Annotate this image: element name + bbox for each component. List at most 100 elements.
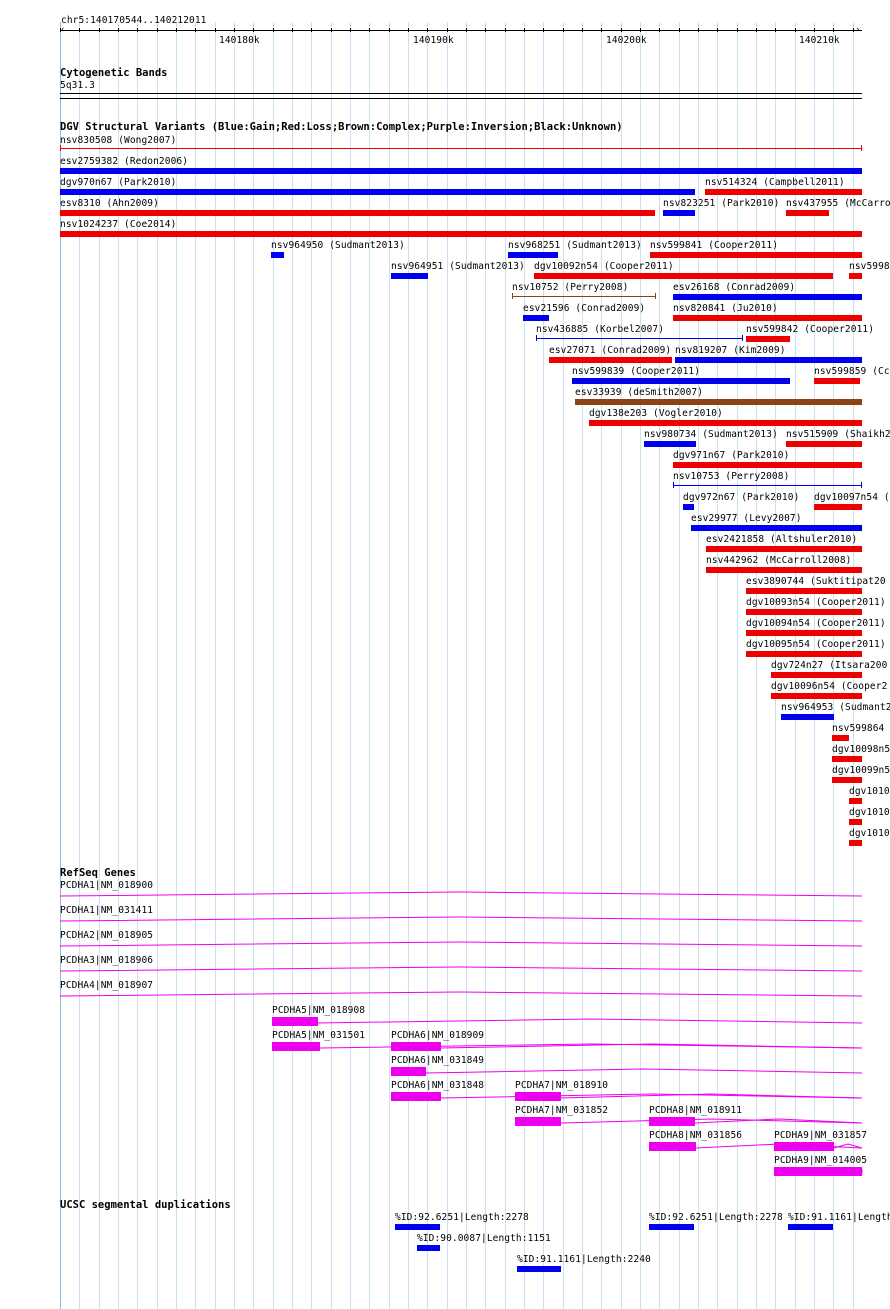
dgv-feature-bar[interactable] [673,485,862,486]
segdup-bar[interactable] [788,1224,833,1230]
segdup-bar[interactable] [649,1224,694,1230]
dgv-feature-bar[interactable] [771,672,862,678]
dgv-feature-bar[interactable] [849,840,862,846]
tick-label-140180k: 140180k [219,35,260,46]
dgv-feature-bar[interactable] [575,399,862,405]
dgv-feature-bar[interactable] [771,693,862,699]
dgv-feature-bar[interactable] [60,231,862,237]
dgv-feature-bar[interactable] [644,441,696,447]
gene-label: PCDHA9|NM_014005 [774,1155,868,1166]
gene-exon[interactable] [649,1117,695,1126]
dgv-feature-label: nsv968251 (Sudmant2013) [508,240,642,251]
segdup-bar[interactable] [395,1224,440,1230]
dgv-feature-bar[interactable] [746,609,862,615]
gene-exon[interactable] [272,1042,320,1051]
grid-line [485,22,486,1309]
dgv-feature-bar[interactable] [849,798,862,804]
dgv-feature-bar[interactable] [549,357,672,363]
ruler-tick [679,28,680,32]
dgv-feature-bar[interactable] [832,735,849,741]
dgv-feature-bar[interactable] [523,315,549,321]
dgv-feature-bar[interactable] [60,189,695,195]
grid-line [466,22,467,1309]
dgv-feature-bar[interactable] [60,168,862,174]
gene-label: PCDHA7|NM_018910 [515,1080,609,1091]
dgv-feature-bar[interactable] [683,504,694,510]
dgv-feature-bar[interactable] [391,273,428,279]
dgv-feature-label: nsv10752 (Perry2008) [512,282,629,293]
gene-exon[interactable] [774,1142,834,1151]
dgv-feature-bar[interactable] [814,504,862,510]
dgv-feature-bar[interactable] [673,294,862,300]
grid-line [756,22,757,1309]
dgv-feature-bar[interactable] [849,273,862,279]
dgv-feature-bar[interactable] [746,336,790,342]
dgv-feature-bar[interactable] [832,777,862,783]
segdup-title: UCSC segmental duplications [60,1199,231,1211]
gene-label: PCDHA9|NM_031857 [774,1130,868,1141]
dgv-feature-bar[interactable] [849,819,862,825]
gene-exon[interactable] [774,1167,862,1176]
dgv-feature-bar[interactable] [746,588,862,594]
dgv-feature-label: esv33939 (deSmith2007) [575,387,704,398]
dgv-feature-bar[interactable] [534,273,833,279]
dgv-feature-bar[interactable] [814,378,860,384]
grid-line [563,22,564,1309]
gene-exon[interactable] [391,1042,441,1051]
grid-line [698,22,699,1309]
gene-label: PCDHA8|NM_031856 [649,1130,743,1141]
grid-line [215,22,216,1309]
dgv-feature-bar[interactable] [271,252,284,258]
dgv-feature-label: dgv10092n54 (Cooper2011) [534,261,674,272]
gene-exon[interactable] [515,1117,561,1126]
dgv-feature-bar[interactable] [706,546,862,552]
ruler-tick [331,28,332,32]
dgv-feature-bar[interactable] [673,315,862,321]
dgv-feature-bar[interactable] [786,210,829,216]
dgv-feature-bar[interactable] [786,441,862,447]
dgv-feature-bar[interactable] [512,296,656,297]
dgv-feature-label: dgv10093n54 (Cooper2011) [746,597,886,608]
gene-label: PCDHA5|NM_018908 [272,1005,366,1016]
gene-exon[interactable] [649,1142,696,1151]
dgv-feature-bar[interactable] [60,210,655,216]
ruler-tick [118,28,119,32]
dgv-feature-bar[interactable] [832,756,862,762]
dgv-feature-label: esv27071 (Conrad2009) [549,345,672,356]
ruler-tick [795,28,796,32]
segdup-bar[interactable] [517,1266,561,1272]
grid-line [543,22,544,1309]
segdup-bar[interactable] [417,1245,440,1251]
dgv-feature-bar[interactable] [589,420,862,426]
dgv-feature-bar[interactable] [508,252,558,258]
dgv-feature-bar[interactable] [675,357,862,363]
ruler-tick [137,28,138,32]
gene-exon[interactable] [391,1067,426,1076]
gene-exon[interactable] [391,1092,441,1101]
dgv-feature-bar[interactable] [781,714,834,720]
gene-exon[interactable] [272,1017,318,1026]
dgv-feature-label: dgv970n67 (Park2010) [60,177,177,188]
dgv-feature-bar[interactable] [705,189,862,195]
ruler-tick [485,28,486,32]
dgv-feature-bar[interactable] [663,210,695,216]
dgv-feature-label: nsv599841 (Cooper2011) [650,240,779,251]
dgv-feature-bar[interactable] [706,567,862,573]
dgv-feature-bar[interactable] [746,651,862,657]
ruler-tick [698,28,699,32]
dgv-feature-bar[interactable] [691,525,862,531]
dgv-feature-endcap [861,482,862,488]
dgv-feature-bar[interactable] [673,462,862,468]
dgv-feature-label: dgv10099n5 [832,765,890,776]
ruler-tick [408,28,409,32]
dgv-feature-bar[interactable] [746,630,862,636]
dgv-feature-bar[interactable] [650,252,862,258]
gene-exon[interactable] [515,1092,561,1101]
dgv-feature-bar[interactable] [572,378,790,384]
ruler-tick [466,28,467,32]
dgv-feature-bar[interactable] [536,338,743,339]
ruler-tick [563,28,564,32]
grid-line [176,22,177,1309]
dgv-feature-bar[interactable] [60,148,862,149]
gene-intron [833,1143,863,1149]
